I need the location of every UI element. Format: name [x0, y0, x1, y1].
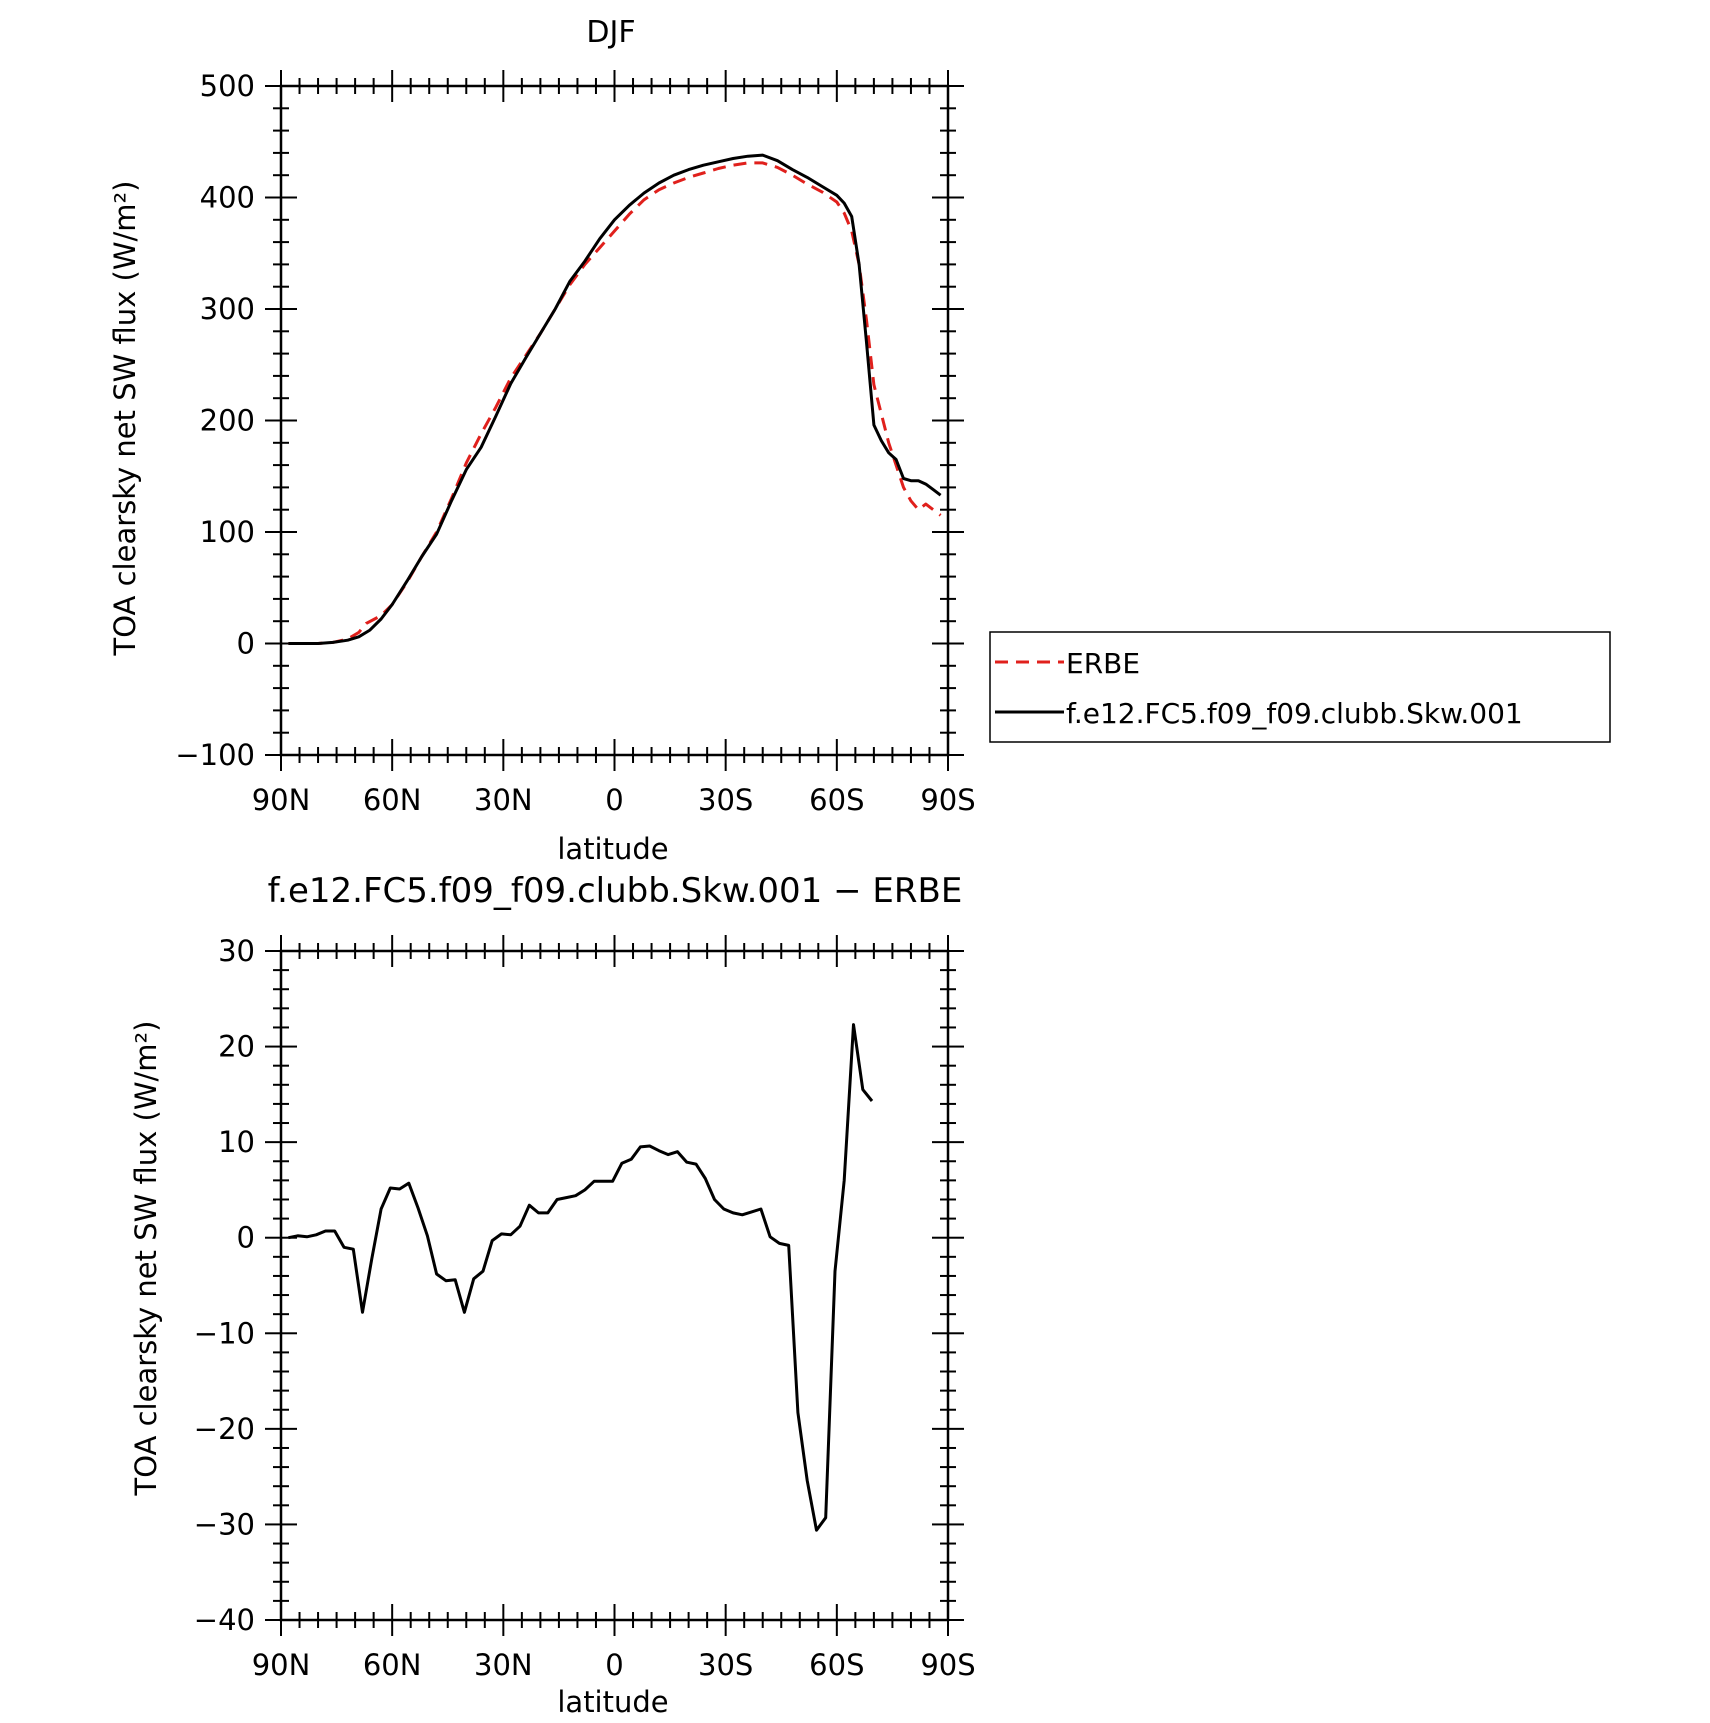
bottom-chart-title: f.e12.FC5.f09_f09.clubb.Skw.001 − ERBE: [268, 871, 963, 911]
top-x-tick-label: 60S: [809, 783, 864, 817]
top-y-tick-label: 200: [200, 404, 255, 438]
bottom-y-tick-label: −10: [194, 1316, 255, 1350]
top-series-line-1: [288, 153, 942, 645]
top-y-tick-label: 300: [200, 292, 255, 326]
bottom-y-tick-label: 10: [218, 1125, 255, 1159]
top-y-tick-label: 100: [200, 515, 255, 549]
bottom-y-axis-label: TOA clearsky net SW flux (W/m²): [129, 1021, 163, 1497]
bottom-plot-frame: [279, 949, 950, 1622]
bottom-y-tick-label: 20: [218, 1030, 255, 1064]
top-y-tick-label: 400: [200, 181, 255, 215]
bottom-y-tick-label: −40: [194, 1603, 255, 1637]
bottom-x-tick-label: 90N: [252, 1648, 311, 1682]
top-plot-frame: [279, 84, 950, 757]
bottom-x-tick-label: 0: [605, 1648, 623, 1682]
bottom-y-tick-label: −20: [194, 1412, 255, 1446]
legend-label-model: f.e12.FC5.f09_f09.clubb.Skw.001: [1066, 697, 1523, 730]
bottom-y-tick-label: 30: [218, 934, 255, 968]
top-y-tick-label: 0: [237, 627, 255, 661]
legend-box: [989, 631, 1611, 743]
top-x-tick-label: 90N: [252, 783, 311, 817]
top-x-tick-label: 30S: [698, 783, 753, 817]
bottom-x-tick-label: 90S: [920, 1648, 975, 1682]
legend: ERBE f.e12.FC5.f09_f09.clubb.Skw.001: [989, 631, 1611, 743]
bottom-y-tick-label: 0: [237, 1221, 255, 1255]
top-plot-area: 90N 60N 30N 0 30S 60S 90S −100 0 100 200 300 400 500: [175, 69, 975, 817]
top-y-tick-label: −100: [175, 738, 255, 772]
bottom-x-tick-label: 30S: [698, 1648, 753, 1682]
bottom-plot-area: 90N 60N 30N 0 30S 60S 90S −40 −30 −20 −10 0 10 20 30: [194, 934, 976, 1682]
bottom-panel: f.e12.FC5.f09_f09.clubb.Skw.001 − ERBE T…: [129, 871, 976, 1719]
bottom-y-tick-label: −30: [194, 1507, 255, 1541]
bottom-series-line-0: [288, 1023, 874, 1532]
top-x-tick-label: 30N: [474, 783, 533, 817]
top-chart-title: DJF: [586, 15, 635, 50]
top-y-axis-label: TOA clearsky net SW flux (W/m²): [108, 181, 142, 657]
bottom-x-axis-label: latitude: [557, 1685, 668, 1719]
top-x-tick-label: 90S: [920, 783, 975, 817]
top-panel: DJF TOA clearsky net SW flux (W/m²) lati…: [108, 15, 976, 866]
top-series-line-0: [288, 161, 942, 645]
top-x-tick-label: 60N: [363, 783, 422, 817]
legend-label-erbe: ERBE: [1066, 647, 1140, 680]
bottom-x-tick-label: 60N: [363, 1648, 422, 1682]
bottom-x-tick-label: 30N: [474, 1648, 533, 1682]
top-x-axis-label: latitude: [557, 832, 668, 866]
top-x-tick-label: 0: [605, 783, 623, 817]
bottom-x-tick-label: 60S: [809, 1648, 864, 1682]
top-y-tick-label: 500: [200, 69, 255, 103]
